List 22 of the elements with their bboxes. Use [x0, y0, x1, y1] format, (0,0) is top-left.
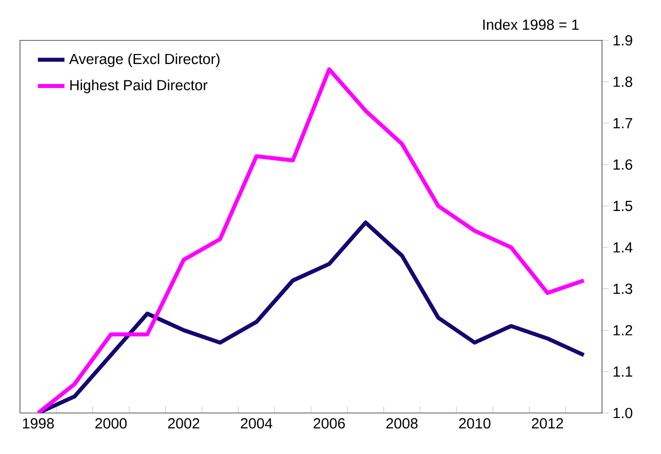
x-tick-label: 2010	[459, 418, 490, 429]
y-tick-label: 1.2	[614, 325, 632, 336]
y-tick-label: 1.1	[614, 366, 632, 377]
x-tick-label: 2012	[532, 418, 564, 429]
y-tick-label: 1.9	[614, 35, 632, 46]
y-tick-label: 1.7	[614, 118, 632, 128]
x-tick-label: 2000	[95, 418, 127, 429]
x-tick-label: 2008	[386, 418, 418, 429]
y-tick-label: 1.8	[614, 76, 632, 87]
y-tick-label: 1.3	[614, 284, 632, 294]
y-axis-title: Index 1998 = 1	[483, 19, 579, 30]
y-tick-label: 1.6	[614, 159, 632, 170]
x-tick-label: 2004	[240, 418, 272, 429]
y-tick-label: 1.0	[614, 408, 632, 418]
x-tick-label: 1998	[22, 418, 54, 429]
x-tick-label: 2002	[168, 418, 200, 429]
legend-label: Highest Paid Director	[70, 80, 208, 94]
legend-label: Average (Excl Director)	[69, 53, 220, 68]
x-tick-label: 2006	[314, 418, 345, 429]
y-tick-label: 1.5	[614, 200, 632, 212]
line-series	[36, 67, 586, 413]
y-tick-label: 1.4	[614, 242, 632, 252]
